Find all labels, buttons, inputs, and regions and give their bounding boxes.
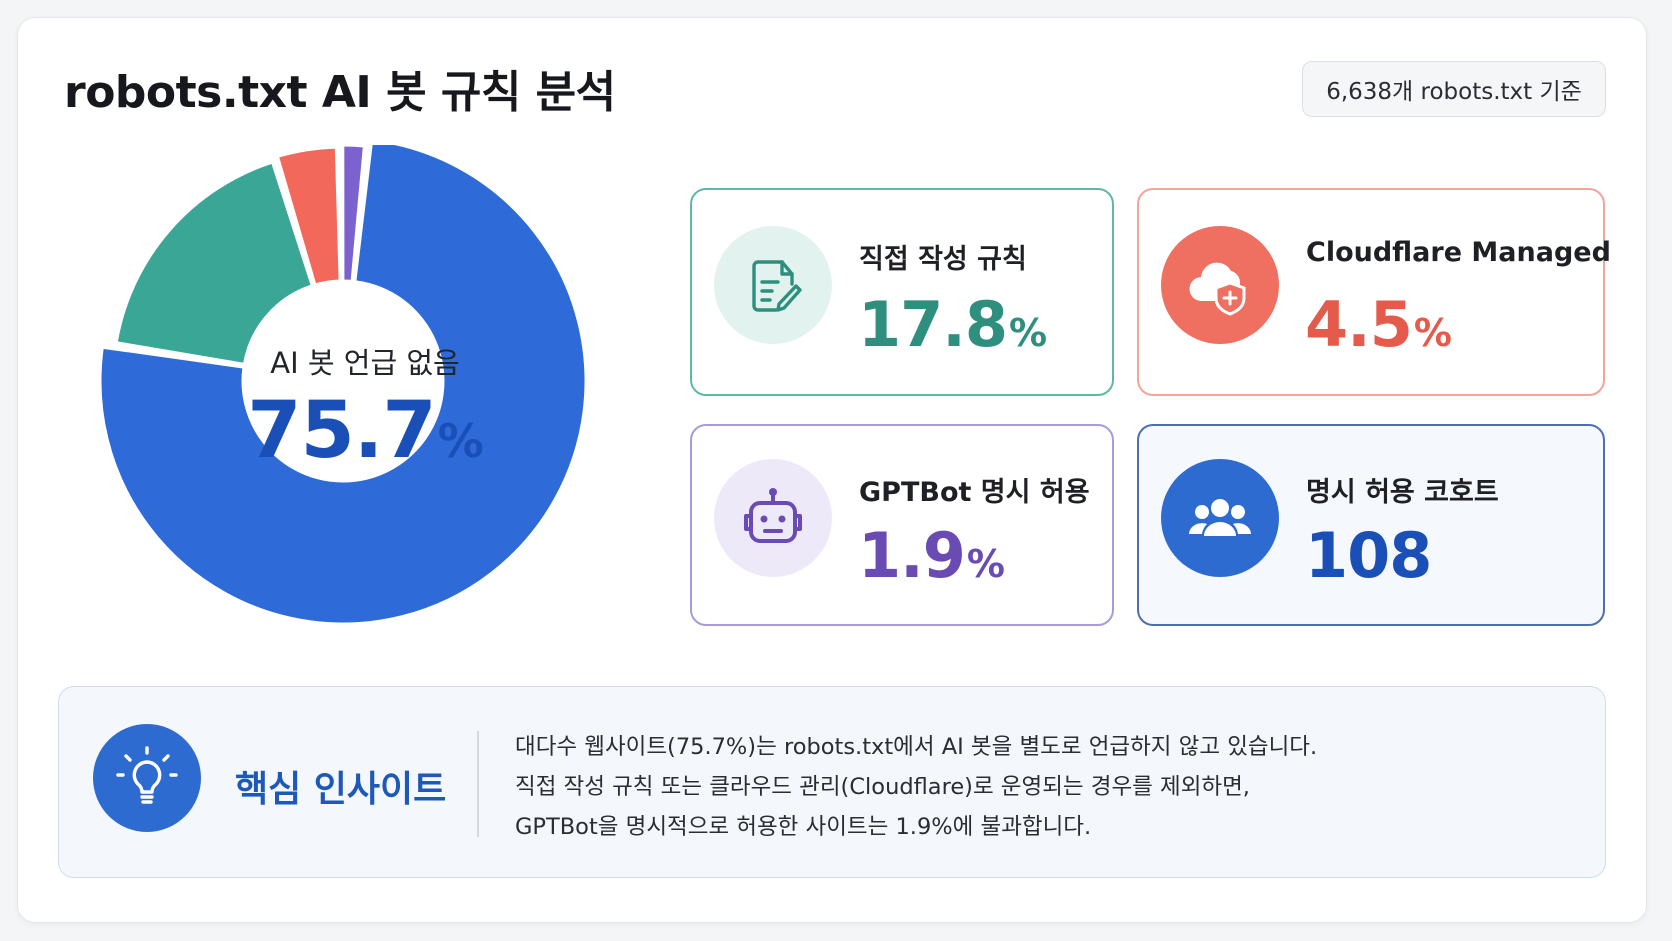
robot-icon: [714, 459, 832, 577]
donut-center-value: 75.7%: [215, 386, 515, 476]
stat-card-cohort: 명시 허용 코호트 108: [1137, 424, 1605, 626]
stat-label: Cloudflare Managed: [1306, 237, 1611, 268]
stat-label: 직접 작성 규칙: [859, 244, 1027, 275]
slice-direct-rules: [114, 160, 314, 366]
slice-cloudflare: [275, 145, 342, 287]
donut-center-label: AI 봇 언급 없음: [270, 346, 460, 380]
stat-card-gptbot: GPTBot 명시 허용 1.9%: [690, 424, 1114, 626]
stat-number: 4.5: [1305, 288, 1413, 361]
insight-panel: 핵심 인사이트 대다수 웹사이트(75.7%)는 robots.txt에서 AI…: [58, 686, 1606, 878]
stat-unit: %: [1008, 311, 1047, 355]
lightbulb-icon: [93, 724, 201, 832]
donut-center-number: 75.7: [247, 386, 436, 476]
stat-label: 명시 허용 코호트: [1306, 477, 1499, 508]
donut-center: AI 봇 언급 없음 75.7%: [215, 340, 515, 476]
stat-label: GPTBot 명시 허용: [859, 477, 1090, 508]
basis-badge: 6,638개 robots.txt 기준: [1302, 61, 1606, 117]
insight-heading: 핵심 인사이트: [235, 769, 447, 810]
insight-line: 직접 작성 규칙 또는 클라우드 관리(Cloudflare)로 운영되는 경우…: [515, 774, 1250, 800]
slice-no-mention: [100, 145, 588, 626]
cloud-shield-icon: [1161, 226, 1279, 344]
page-title: robots.txt AI 봇 규칙 분석: [64, 67, 616, 118]
stat-value: 17.8%: [858, 288, 1047, 361]
insight-line: GPTBot을 명시적으로 허용한 사이트는 1.9%에 불과합니다.: [515, 814, 1092, 840]
stat-number: 108: [1305, 519, 1432, 592]
users-icon: [1161, 459, 1279, 577]
stat-number: 17.8: [858, 288, 1008, 361]
stat-unit: %: [966, 542, 1005, 586]
stat-card-cloudflare: Cloudflare Managed 4.5%: [1137, 188, 1611, 396]
document-edit-icon: [714, 226, 832, 344]
stat-value: 1.9%: [858, 519, 1005, 592]
stat-unit: %: [1413, 311, 1452, 355]
stat-number: 1.9: [858, 519, 966, 592]
insight-divider: [477, 731, 479, 837]
insight-line: 대다수 웹사이트(75.7%)는 robots.txt에서 AI 봇을 별도로 …: [515, 734, 1318, 760]
stat-card-direct-rules: 직접 작성 규칙 17.8%: [690, 188, 1114, 396]
stat-value: 4.5%: [1305, 288, 1452, 361]
donut-center-unit: %: [437, 414, 484, 468]
donut-chart: [100, 145, 588, 626]
slice-gptbot: [341, 145, 366, 283]
insight-text: 대다수 웹사이트(75.7%)는 robots.txt에서 AI 봇을 별도로 …: [515, 727, 1317, 847]
stat-value: 108: [1305, 519, 1432, 592]
